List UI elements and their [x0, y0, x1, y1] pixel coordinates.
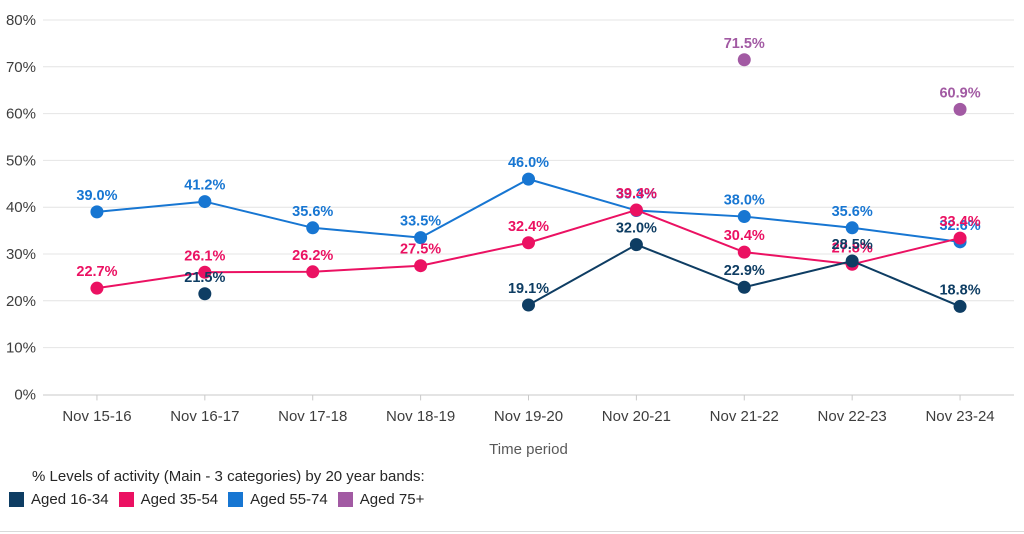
data-label-aged-16-34: 21.5%: [184, 270, 225, 286]
x-axis-tick-label: Nov 15-16: [62, 408, 131, 425]
legend-item-label: Aged 75+: [359, 491, 425, 508]
legend-swatch: [228, 492, 244, 507]
data-label-aged-35-54: 32.4%: [508, 219, 549, 235]
data-label-aged-55-74: 35.6%: [292, 204, 333, 220]
data-label-aged-35-54: 22.7%: [76, 264, 117, 280]
data-point-aged-55-74[interactable]: [90, 205, 104, 219]
data-point-aged-35-54[interactable]: [629, 203, 643, 217]
y-axis-tick-label: 20%: [6, 293, 36, 310]
y-axis-tick-label: 60%: [6, 106, 36, 123]
y-axis-tick-label: 0%: [14, 386, 36, 403]
data-point-aged-55-74[interactable]: [198, 195, 212, 209]
data-label-aged-16-34: 22.9%: [724, 263, 765, 279]
data-point-aged-55-74[interactable]: [845, 221, 859, 235]
data-label-aged-16-34: 32.0%: [616, 221, 657, 237]
data-label-aged-35-54: 33.4%: [939, 214, 980, 230]
data-label-aged-16-34: 19.1%: [508, 281, 549, 297]
data-label-aged-55-74: 46.0%: [508, 155, 549, 171]
data-point-aged-35-54[interactable]: [414, 259, 428, 273]
data-label-aged-55-74: 39.3%: [616, 186, 657, 202]
data-point-aged-35-54[interactable]: [953, 231, 967, 245]
data-point-aged-35-54[interactable]: [306, 265, 320, 279]
x-axis-tick-label: Nov 16-17: [170, 408, 239, 425]
data-label-aged-75-: 71.5%: [724, 36, 765, 52]
legend-swatch: [9, 492, 24, 507]
data-point-aged-35-54[interactable]: [198, 265, 212, 279]
data-point-aged-16-34[interactable]: [953, 299, 967, 313]
legend-item-label: Aged 16-34: [31, 491, 109, 508]
y-axis-tick-label: 40%: [6, 199, 36, 216]
x-axis-tick-label: Nov 18-19: [386, 408, 455, 425]
data-point-aged-16-34[interactable]: [845, 254, 859, 268]
data-label-aged-75-: 60.9%: [939, 85, 980, 101]
legend: Aged 16-34 Aged 35-54 Aged 55-74 Aged 75+: [9, 491, 434, 508]
data-label-aged-55-74: 39.0%: [76, 188, 117, 204]
data-label-aged-55-74: 35.6%: [832, 204, 873, 220]
data-point-aged-35-54[interactable]: [737, 245, 751, 259]
line-chart-canvas: 0% 10% 20% 30% 40% 50% 60% 70% 80% Nov 15-16 Nov 1…: [6, 12, 1014, 458]
data-label-aged-16-34: 18.8%: [939, 282, 980, 298]
legend-item-aged-55-74[interactable]: Aged 55-74: [228, 491, 338, 508]
y-axis-tick-label: 50%: [6, 152, 36, 169]
data-label-aged-35-54: 26.1%: [184, 248, 225, 264]
legend-title: % Levels of activity (Main - 3 categorie…: [32, 468, 425, 485]
data-point-aged-55-74[interactable]: [522, 172, 535, 186]
legend-item-aged-35-54[interactable]: Aged 35-54: [118, 491, 229, 508]
data-point-aged-55-74[interactable]: [306, 221, 320, 235]
y-axis-tick-label: 30%: [6, 246, 36, 263]
data-point-aged-75-[interactable]: [737, 53, 751, 67]
data-label-aged-35-54: 27.8%: [832, 240, 873, 256]
data-point-aged-35-54[interactable]: [522, 236, 535, 250]
data-point-aged-75-[interactable]: [953, 102, 967, 116]
data-label-aged-55-74: 33.5%: [400, 214, 441, 230]
legend-swatch: [118, 492, 134, 507]
y-axis-tick-label: 70%: [6, 59, 36, 76]
data-point-aged-55-74[interactable]: [737, 210, 751, 224]
x-axis-tick-label: Nov 17-18: [278, 408, 347, 425]
legend-item-label: Aged 55-74: [250, 491, 328, 508]
data-label-aged-55-74: 41.2%: [184, 178, 225, 194]
data-label-aged-35-54: 30.4%: [724, 228, 765, 244]
x-axis-tick-label: Nov 19-20: [494, 408, 563, 425]
y-axis-tick-label: 80%: [6, 12, 36, 29]
data-label-aged-55-74: 32.6%: [939, 218, 980, 234]
data-point-aged-55-74[interactable]: [414, 231, 428, 245]
legend-item-aged-16-34[interactable]: Aged 16-34: [9, 491, 119, 508]
data-point-aged-16-34[interactable]: [629, 238, 643, 252]
x-axis-tick-label: Nov 23-24: [925, 408, 994, 425]
legend-item-label: Aged 35-54: [140, 491, 219, 508]
data-point-aged-16-34[interactable]: [737, 280, 751, 294]
data-label-aged-35-54: 27.5%: [400, 242, 441, 258]
bottom-divider: [0, 531, 1024, 532]
data-label-aged-35-54: 26.2%: [292, 248, 333, 264]
data-label-aged-35-54: 39.4%: [616, 186, 657, 202]
x-axis-tick-label: Nov 21-22: [710, 408, 779, 425]
legend-swatch: [337, 492, 353, 507]
data-point-aged-16-34[interactable]: [522, 298, 535, 312]
x-axis-tick-label: Nov 22-23: [818, 408, 887, 425]
data-label-aged-16-34: 28.5%: [832, 237, 873, 253]
y-axis-tick-label: 10%: [6, 340, 36, 357]
data-point-aged-35-54[interactable]: [90, 281, 104, 295]
x-axis-tick-label: Nov 20-21: [602, 408, 671, 425]
data-point-aged-16-34[interactable]: [198, 287, 212, 301]
data-label-aged-55-74: 38.0%: [724, 193, 765, 209]
legend-item-aged-75-[interactable]: Aged 75+: [337, 491, 435, 508]
x-axis-title: Time period: [489, 441, 568, 458]
